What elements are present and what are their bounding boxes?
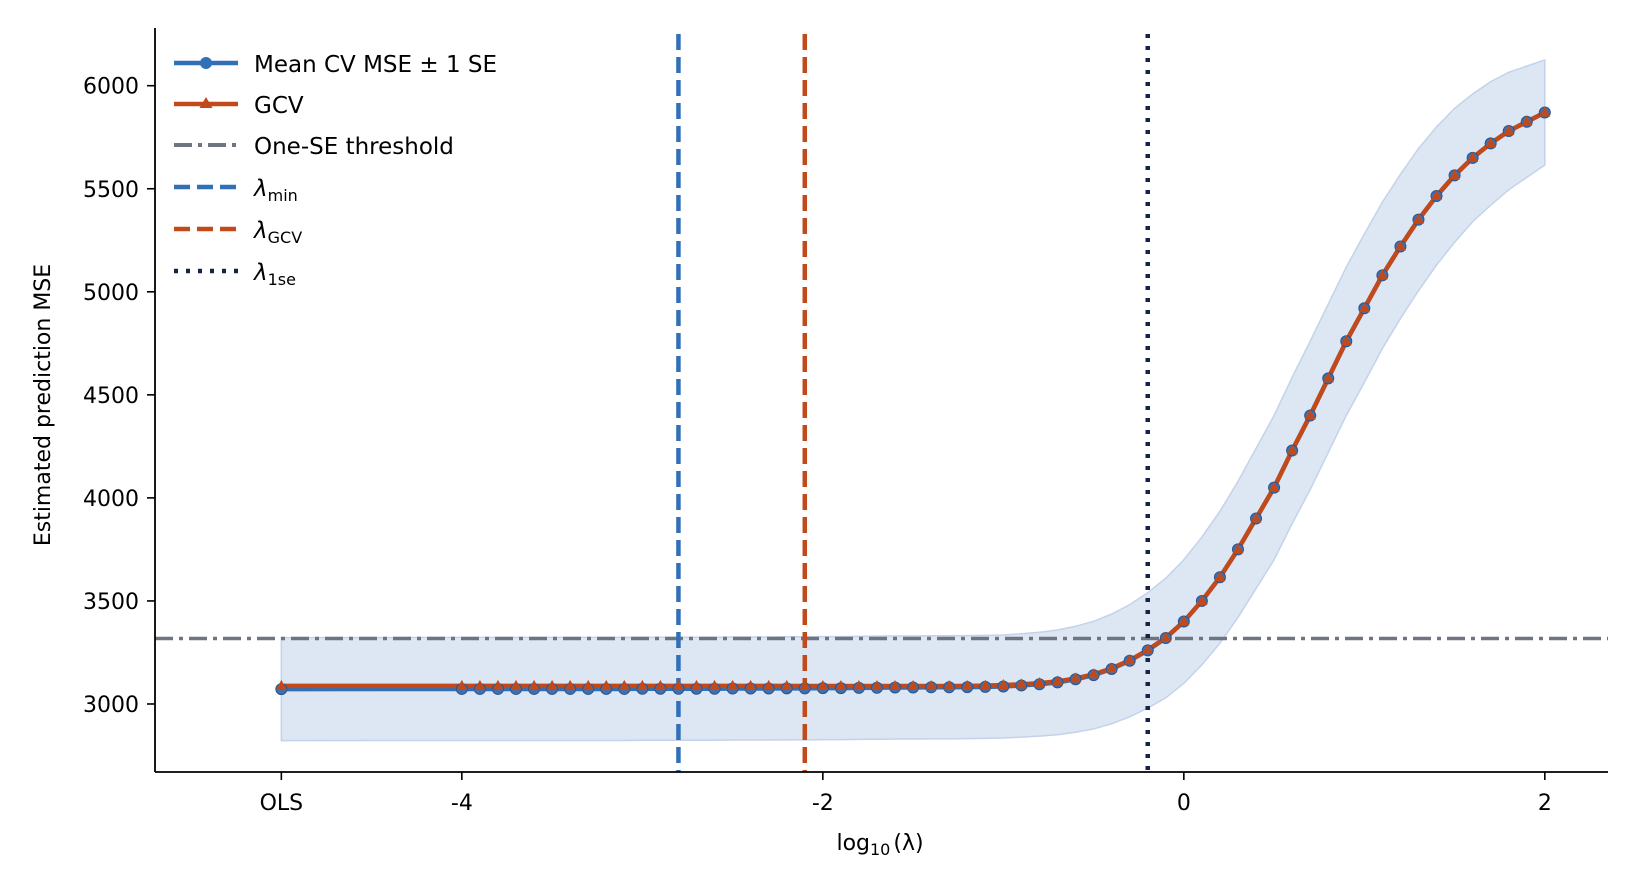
marker-gcv xyxy=(1142,643,1154,654)
x-tick-label: -2 xyxy=(812,791,834,816)
marker-gcv xyxy=(690,679,702,690)
marker-gcv xyxy=(1015,678,1027,689)
marker-gcv xyxy=(1467,151,1479,162)
legend-label-lambda-1se: λ1se xyxy=(252,260,296,289)
marker-gcv xyxy=(727,679,739,690)
marker-gcv xyxy=(1178,615,1190,626)
marker-gcv xyxy=(510,679,522,690)
y-tick-label: 3000 xyxy=(83,693,139,718)
marker-gcv xyxy=(1376,269,1388,280)
x-tick-label: 2 xyxy=(1538,791,1552,816)
x-tick-label: -4 xyxy=(451,791,473,816)
legend-item-lambda-min: λmin xyxy=(174,176,298,205)
marker-gcv xyxy=(1250,512,1262,523)
marker-gcv xyxy=(1449,169,1461,180)
marker-gcv xyxy=(835,680,847,691)
marker-gcv xyxy=(1412,213,1424,224)
se-band xyxy=(280,58,1546,742)
marker-gcv xyxy=(979,679,991,690)
series-lines-layer xyxy=(281,110,1546,692)
marker-gcv xyxy=(474,679,486,690)
marker-gcv xyxy=(654,679,666,690)
marker-gcv xyxy=(564,679,576,690)
marker-gcv xyxy=(925,680,937,691)
legend-item-mean-cv: Mean CV MSE ± 1 SE xyxy=(174,52,497,78)
marker-gcv xyxy=(781,679,793,690)
legend-label-lambda-min: λmin xyxy=(252,176,298,205)
marker-gcv xyxy=(817,680,829,691)
y-tick-label: 3500 xyxy=(83,590,139,615)
marker-gcv xyxy=(1286,444,1298,455)
marker-gcv xyxy=(709,679,721,690)
marker-gcv xyxy=(1124,654,1136,665)
legend-item-lambda-1se: λ1se xyxy=(174,260,296,289)
y-tick-label: 6000 xyxy=(83,75,139,100)
marker-gcv xyxy=(889,680,901,691)
marker-gcv xyxy=(1070,672,1082,683)
marker-gcv xyxy=(1394,240,1406,251)
marker-gcv xyxy=(528,679,540,690)
legend-label-mean-cv: Mean CV MSE ± 1 SE xyxy=(254,52,497,78)
legend-marker-mean-cv xyxy=(200,57,212,69)
marker-gcv xyxy=(546,679,558,690)
x-tick-label: 0 xyxy=(1177,791,1191,816)
markers-layer xyxy=(275,106,1551,696)
x-axis-label: log10 (λ) xyxy=(836,831,923,859)
y-tick-label: 4000 xyxy=(83,487,139,512)
marker-gcv xyxy=(1304,409,1316,420)
y-axis-label: Estimated prediction MSE xyxy=(31,264,56,546)
marker-gcv xyxy=(1214,571,1226,582)
y-tick-label: 4500 xyxy=(83,384,139,409)
marker-gcv xyxy=(907,680,919,691)
marker-gcv xyxy=(618,679,630,690)
marker-gcv xyxy=(1503,125,1515,136)
legend: Mean CV MSE ± 1 SE GCV One-SE threshold … xyxy=(174,52,497,289)
se-band-layer xyxy=(280,58,1546,742)
marker-gcv xyxy=(871,680,883,691)
legend-marker-gcv xyxy=(199,97,213,108)
marker-gcv xyxy=(672,679,684,690)
marker-gcv xyxy=(600,679,612,690)
marker-gcv xyxy=(636,679,648,690)
series-line-mean-cv xyxy=(281,110,1546,692)
legend-item-one-se: One-SE threshold xyxy=(174,134,454,160)
marker-gcv xyxy=(1431,189,1443,200)
legend-label-lambda-gcv: λGCV xyxy=(252,218,302,247)
x-tick-label: OLS xyxy=(260,791,304,816)
marker-gcv xyxy=(1358,302,1370,313)
marker-gcv xyxy=(763,679,775,690)
marker-gcv xyxy=(1033,677,1045,688)
axes-layer: 3000 3500 4000 4500 5000 5500 6000 OLS -4 -2 0 2 xyxy=(83,28,1608,816)
legend-item-lambda-gcv: λGCV xyxy=(174,218,302,247)
marker-gcv xyxy=(1268,481,1280,492)
marker-gcv xyxy=(745,679,757,690)
marker-gcv xyxy=(1160,631,1172,642)
marker-gcv xyxy=(853,680,865,691)
marker-gcv xyxy=(1485,137,1497,148)
marker-gcv xyxy=(997,679,1009,690)
y-tick-label: 5000 xyxy=(83,281,139,306)
marker-gcv xyxy=(1322,372,1334,383)
legend-label-gcv: GCV xyxy=(254,93,304,119)
legend-item-gcv: GCV xyxy=(174,93,304,119)
marker-gcv xyxy=(1088,668,1100,679)
marker-gcv xyxy=(1051,675,1063,686)
marker-gcv xyxy=(275,679,287,690)
marker-gcv xyxy=(1539,106,1551,117)
y-tick-label: 5500 xyxy=(83,178,139,203)
marker-gcv xyxy=(1196,594,1208,605)
marker-gcv xyxy=(1340,335,1352,346)
marker-gcv xyxy=(456,679,468,690)
marker-gcv xyxy=(492,679,504,690)
marker-gcv xyxy=(1521,115,1533,126)
marker-gcv xyxy=(961,679,973,690)
marker-gcv xyxy=(799,680,811,691)
marker-gcv xyxy=(1232,543,1244,554)
marker-gcv xyxy=(943,680,955,691)
legend-label-one-se: One-SE threshold xyxy=(254,134,454,160)
marker-gcv xyxy=(1106,662,1118,673)
marker-gcv xyxy=(582,679,594,690)
